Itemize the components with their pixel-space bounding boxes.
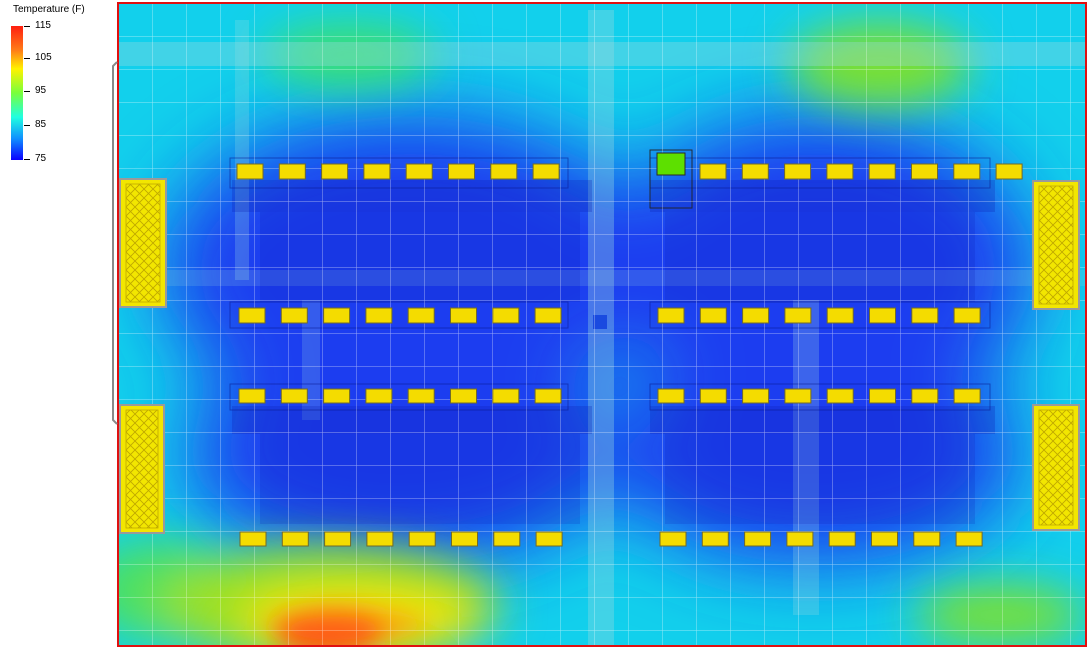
server-rack [236,163,264,180]
server-rack [955,531,983,547]
server-rack [742,388,770,404]
server-rack [366,531,394,547]
legend-tick-mark [24,159,30,160]
server-rack [699,307,727,324]
server-rack [826,307,854,324]
room-wall-edge [112,61,118,425]
server-rack [869,307,896,324]
server-rack [953,307,981,324]
server-rack [911,307,939,324]
server-rack [828,531,856,547]
server-rack [742,307,770,324]
server-rack [786,531,814,547]
legend-label-75: 75 [35,153,47,164]
server-rack [405,163,433,180]
server-rack [280,307,308,324]
server-rack [365,388,393,404]
legend-color-bar [11,26,23,160]
cooling-unit-left-lower [119,404,165,534]
server-rack [363,163,391,180]
server-rack [911,163,938,180]
floor-tile-grid [118,3,1086,646]
server-rack [321,163,349,180]
server-rack [659,531,687,547]
server-rack [238,388,266,404]
server-rack [535,531,563,547]
server-rack [448,163,475,180]
cooling-unit-left-upper [119,178,167,308]
server-rack [450,307,477,324]
server-rack [493,531,521,547]
server-rack [826,163,854,180]
server-rack [534,388,562,404]
server-rack [868,163,896,180]
server-rack [701,531,729,547]
legend-label-95: 95 [35,85,47,96]
legend-label-85: 85 [35,119,47,130]
server-rack [451,531,478,547]
legend-label-115: 115 [35,20,51,31]
server-rack [534,307,562,324]
server-rack [657,307,685,324]
server-rack [323,388,351,404]
server-rack-warm [656,152,686,176]
server-rack [280,388,308,404]
server-rack [911,388,939,404]
legend-label-105: 105 [35,52,52,63]
server-rack [365,307,393,324]
server-rack [492,388,520,404]
server-rack [699,388,727,404]
server-rack [408,531,436,547]
legend-tick-mark [24,26,30,27]
legend-tick-mark [24,125,30,126]
server-rack [826,388,854,404]
server-rack [492,307,520,324]
server-rack [699,163,727,180]
server-rack [450,388,477,404]
cooling-unit-right-upper [1032,180,1080,310]
server-rack [281,531,309,547]
temperature-legend: Temperature (F) 115 105 95 85 75 [0,0,112,175]
legend-tick-mark [24,58,30,59]
server-rack [953,388,981,404]
server-rack [657,388,685,404]
server-rack [323,307,351,324]
server-rack [239,531,267,547]
server-rack [744,531,772,547]
room-border [117,2,1087,647]
server-rack [784,388,812,404]
legend-tick-mark [24,91,30,92]
server-rack [995,163,1023,180]
legend-title: Temperature (F) [13,4,85,15]
server-rack [532,163,560,180]
server-rack [407,388,435,404]
server-rack [871,531,898,547]
server-rack [741,163,769,180]
cooling-units [119,178,1080,534]
cooling-unit-right-lower [1032,404,1080,531]
server-rack [407,307,435,324]
server-racks [236,152,1023,547]
heatmap-layer [118,3,1086,646]
server-rack [784,163,812,180]
server-rack [278,163,306,180]
server-rack [913,531,941,547]
server-rack [238,307,266,324]
server-rack [869,388,896,404]
server-rack [324,531,352,547]
server-rack [953,163,981,180]
server-rack [784,307,812,324]
server-rack [490,163,518,180]
